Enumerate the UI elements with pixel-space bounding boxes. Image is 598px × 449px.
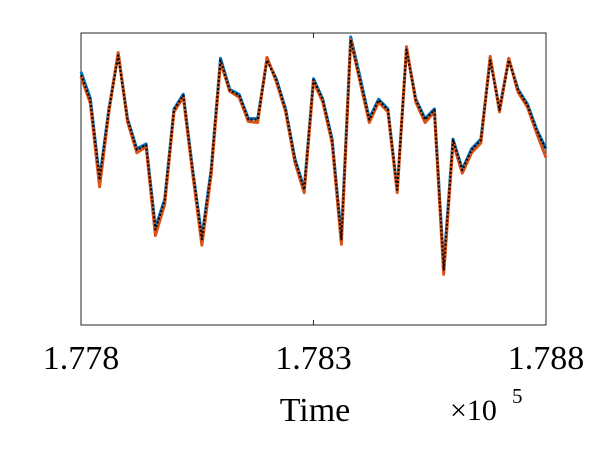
series-line bbox=[79, 38, 548, 276]
series-line bbox=[80, 38, 547, 271]
x-multiplier: ×10 bbox=[450, 394, 497, 427]
x-exponent: 5 bbox=[512, 384, 523, 408]
x-axis-label: Time bbox=[280, 392, 351, 429]
x-tick-label: 1.788 bbox=[508, 340, 585, 377]
x-tick-label: 1.783 bbox=[275, 340, 352, 377]
x-tick-label: 1.778 bbox=[43, 340, 120, 377]
